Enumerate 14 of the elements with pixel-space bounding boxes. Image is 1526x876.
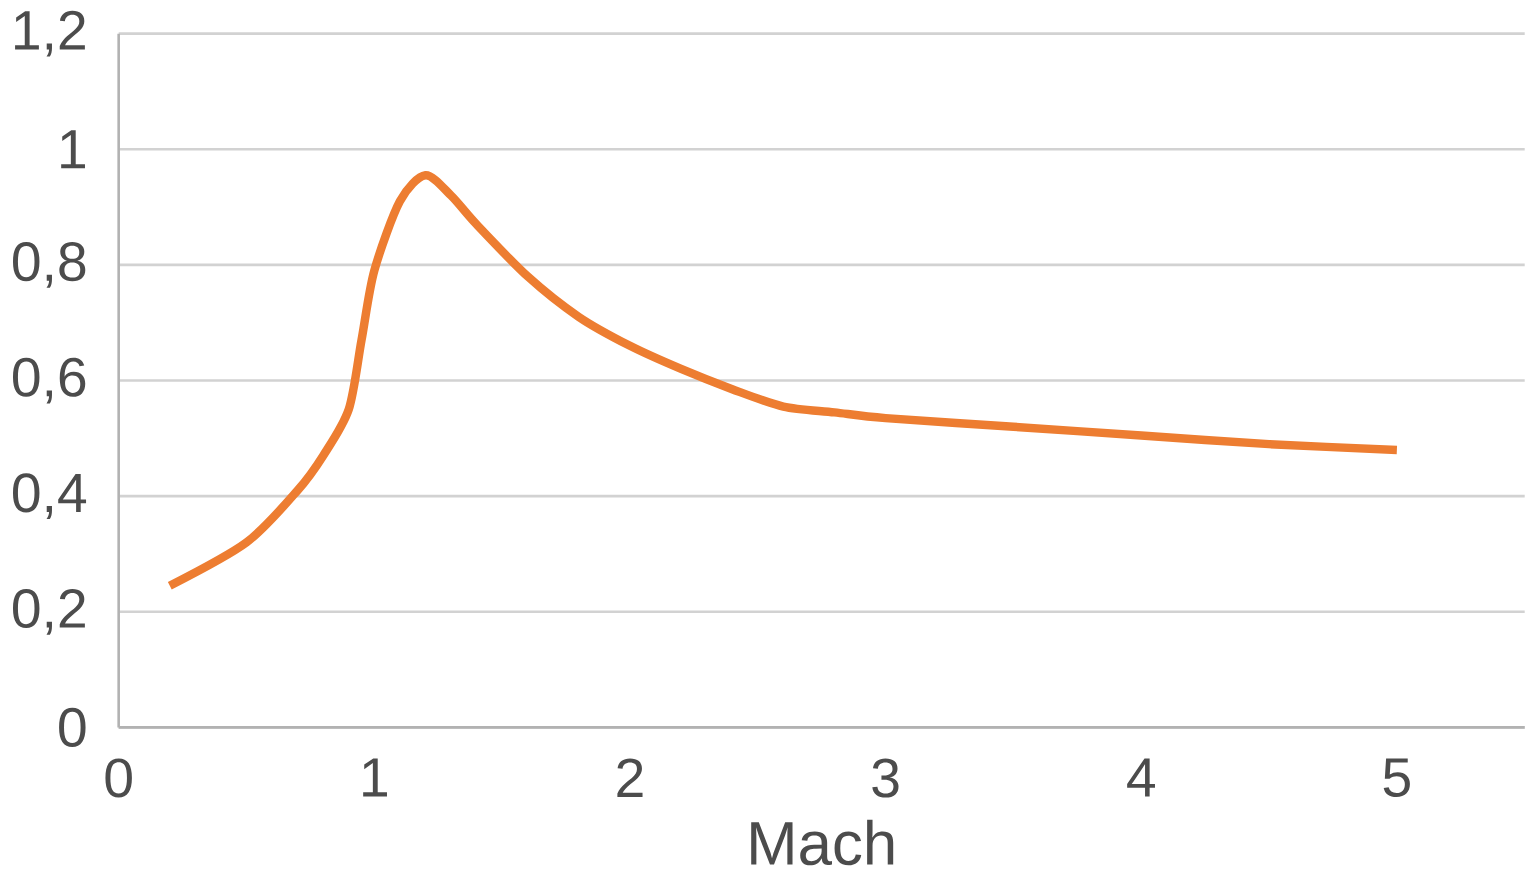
y-tick-label: 1,2: [15, 10, 85, 57]
x-tick-label: 3: [872, 758, 899, 798]
y-tick-label: 0,8: [12, 242, 86, 288]
x-tick-label: 4: [1127, 758, 1155, 797]
x-tick-label: 5: [1383, 758, 1410, 797]
y-tick-label: 0,2: [12, 588, 85, 635]
y-tick-label: 1: [61, 130, 85, 169]
y-tick-label: 0: [59, 707, 86, 747]
x-tick-label: 0: [105, 758, 132, 798]
y-tick-label: 0,6: [12, 357, 86, 404]
x-tick-label: 2: [617, 758, 643, 797]
x-axis-title: Mach: [751, 819, 894, 866]
x-tick-label: 1: [363, 758, 387, 797]
y-tick-label: 0,4: [12, 473, 87, 519]
